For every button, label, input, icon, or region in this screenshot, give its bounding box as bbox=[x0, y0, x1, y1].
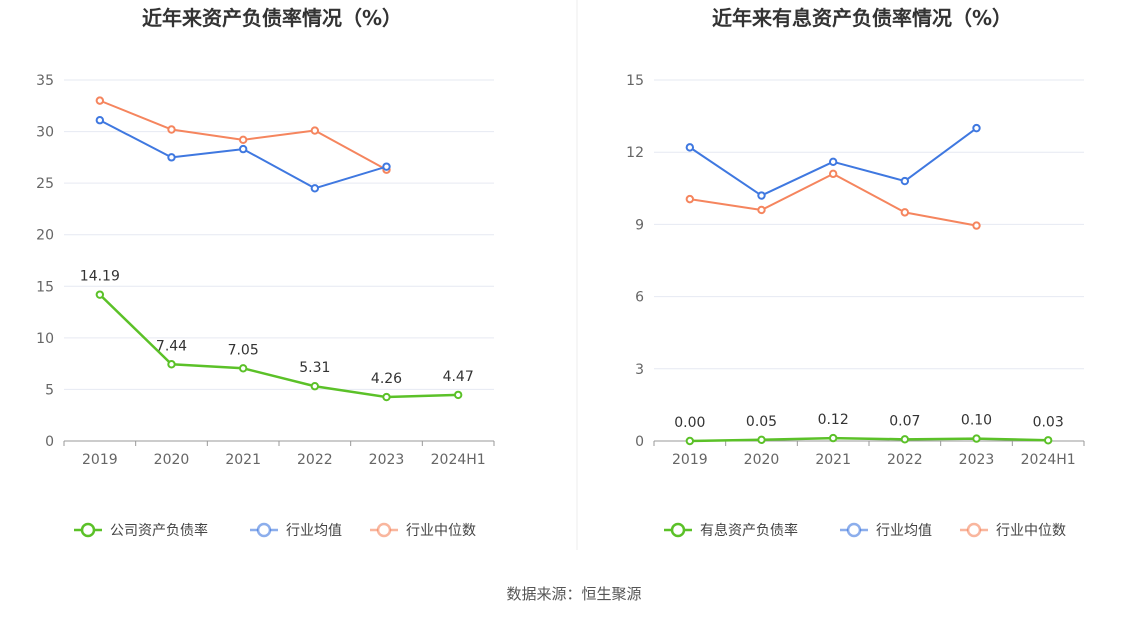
x-tick-label: 2023 bbox=[369, 452, 405, 468]
data-label: 4.26 bbox=[371, 371, 402, 387]
data-point-company bbox=[828, 433, 838, 443]
legend-label: 公司资产负债率 bbox=[110, 522, 208, 539]
x-tick-label: 2020 bbox=[744, 452, 780, 468]
y-tick-label: 3 bbox=[635, 362, 644, 378]
data-point-median bbox=[95, 96, 105, 105]
legend-item-company: 有息资产负债率 bbox=[664, 522, 798, 539]
data-point-avg bbox=[685, 143, 695, 152]
data-label: 7.05 bbox=[228, 342, 259, 358]
data-label: 7.44 bbox=[156, 338, 187, 354]
data-point-company bbox=[382, 392, 391, 402]
y-tick-label: 0 bbox=[635, 434, 644, 450]
data-point-avg bbox=[310, 184, 320, 193]
y-tick-label: 10 bbox=[36, 331, 54, 347]
x-tick-label: 2022 bbox=[297, 452, 333, 468]
legend-swatch-marker bbox=[80, 522, 96, 538]
legend-swatch-marker bbox=[846, 522, 862, 538]
data-point-company bbox=[238, 364, 248, 373]
data-point-avg bbox=[900, 176, 910, 186]
y-tick-label: 6 bbox=[635, 290, 644, 306]
data-label: 0.05 bbox=[746, 414, 777, 430]
y-tick-label: 0 bbox=[45, 434, 54, 450]
x-tick-label: 2024H1 bbox=[431, 452, 486, 468]
legend-swatch-marker bbox=[376, 522, 392, 538]
data-point-avg bbox=[95, 116, 105, 125]
data-point-avg bbox=[382, 162, 391, 171]
x-tick-label: 2023 bbox=[959, 452, 995, 468]
legend-swatch-marker bbox=[256, 522, 272, 538]
chart-panel-asset-liability: 近年来资产负债率情况（%） 0 5 10 15 20 25 30 35 2019 2020 2021… bbox=[36, 6, 495, 539]
x-tick-label: 2022 bbox=[887, 452, 923, 468]
x-tick-label: 2019 bbox=[82, 452, 118, 468]
data-point-avg bbox=[238, 144, 248, 154]
x-tick-label: 2020 bbox=[154, 452, 190, 468]
x-tick-label: 2021 bbox=[225, 452, 261, 468]
legend-item-median: 行业中位数 bbox=[370, 522, 476, 539]
y-tick-label: 15 bbox=[626, 73, 644, 89]
legend-label: 行业中位数 bbox=[406, 523, 476, 539]
series-line-median bbox=[689, 172, 977, 227]
data-label: 0.12 bbox=[818, 412, 849, 428]
legend-item-avg: 行业均值 bbox=[840, 522, 932, 539]
y-tick-label: 15 bbox=[36, 279, 54, 295]
y-tick-label: 35 bbox=[36, 73, 54, 89]
data-point-avg bbox=[757, 191, 766, 200]
data-point-avg bbox=[828, 157, 838, 167]
y-tick-label: 30 bbox=[36, 125, 54, 141]
chart-panel-interest-bearing: 近年来有息资产负债率情况（%） 0 3 6 9 12 15 2019 2020 2021 2022… bbox=[626, 6, 1085, 539]
data-point-avg bbox=[972, 123, 981, 133]
data-point-company bbox=[310, 382, 320, 391]
data-label: 0.00 bbox=[674, 415, 705, 431]
y-tick-label: 5 bbox=[45, 382, 54, 398]
data-label: 5.31 bbox=[299, 360, 330, 376]
legend-item-company: 公司资产负债率 bbox=[74, 522, 208, 539]
data-point-median bbox=[167, 125, 176, 134]
series-line-company bbox=[689, 436, 1049, 443]
data-label: 0.10 bbox=[961, 413, 992, 429]
legend-label: 有息资产负债率 bbox=[700, 522, 798, 539]
data-point-median bbox=[757, 205, 766, 215]
legend-item-median: 行业中位数 bbox=[960, 522, 1066, 539]
chart-title: 近年来有息资产负债率情况（%） bbox=[712, 6, 1012, 30]
chart-title: 近年来资产负债率情况（%） bbox=[142, 6, 402, 30]
y-tick-label: 9 bbox=[635, 217, 644, 233]
series-line-company bbox=[98, 293, 459, 399]
data-label: 0.03 bbox=[1033, 414, 1064, 430]
y-tick-label: 20 bbox=[36, 228, 54, 244]
data-point-company bbox=[1043, 436, 1053, 445]
x-tick-label: 2019 bbox=[672, 452, 708, 468]
y-tick-label: 12 bbox=[626, 145, 644, 161]
series-line-avg bbox=[99, 119, 387, 190]
legend-item-avg: 行业均值 bbox=[250, 522, 342, 539]
data-point-median bbox=[828, 169, 838, 179]
series-line-median bbox=[99, 99, 387, 171]
legend-swatch-marker bbox=[670, 522, 686, 538]
data-label: 4.47 bbox=[443, 369, 474, 385]
data-point-company bbox=[453, 390, 463, 400]
legend-label: 行业均值 bbox=[286, 523, 342, 539]
data-label: 0.07 bbox=[889, 413, 920, 429]
x-tick-label: 2021 bbox=[815, 452, 851, 468]
source-note: 数据来源：恒生聚源 bbox=[506, 585, 641, 603]
data-point-company bbox=[685, 436, 695, 446]
data-label: 14.19 bbox=[80, 269, 120, 285]
data-point-company bbox=[757, 435, 766, 444]
data-point-median bbox=[238, 135, 248, 145]
legend-swatch-marker bbox=[966, 522, 982, 538]
data-point-median bbox=[972, 221, 981, 230]
data-point-company bbox=[167, 360, 176, 369]
y-tick-label: 25 bbox=[36, 176, 54, 192]
data-point-company bbox=[900, 435, 910, 444]
data-point-company bbox=[95, 290, 105, 299]
data-point-median bbox=[685, 194, 695, 204]
data-point-median bbox=[900, 208, 910, 217]
legend-label: 行业均值 bbox=[876, 523, 932, 539]
data-point-median bbox=[310, 126, 320, 135]
x-tick-label: 2024H1 bbox=[1021, 452, 1076, 468]
data-point-company bbox=[972, 434, 981, 443]
legend-label: 行业中位数 bbox=[996, 523, 1066, 539]
data-point-avg bbox=[167, 153, 176, 162]
